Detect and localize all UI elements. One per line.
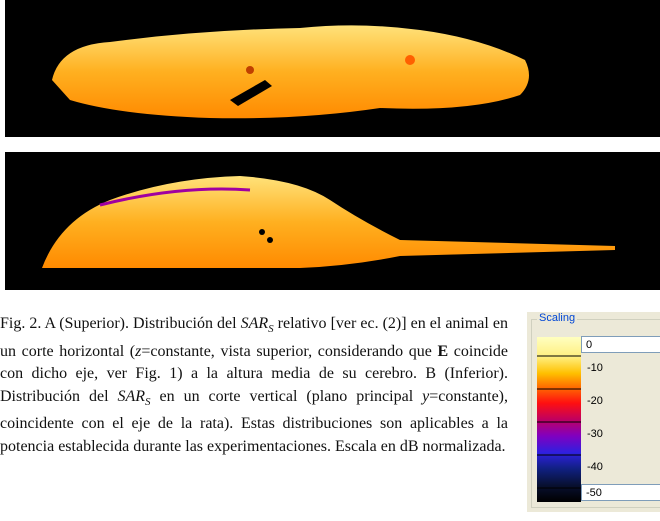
- input-max[interactable]: 0: [581, 336, 660, 353]
- page: Fig. 2. A (Superior). Distribución del S…: [0, 0, 660, 521]
- spot: [405, 55, 415, 65]
- scaling-panel: Scaling 0 -10 -20 -30 -40 -50: [527, 312, 660, 512]
- spot: [267, 237, 273, 243]
- caption: Fig. 2. A (Superior). Distribución del S…: [0, 313, 508, 458]
- input-min[interactable]: -50: [581, 484, 660, 501]
- caption-text: E: [437, 343, 448, 360]
- scale-label: -30: [587, 428, 603, 440]
- caption-text: =constante, vista superior, considerando…: [141, 343, 437, 360]
- scale-label: -10: [587, 362, 603, 374]
- caption-text: SAR: [241, 315, 269, 332]
- scale-label: -20: [587, 395, 603, 407]
- caption-text: SAR: [117, 388, 145, 405]
- spot: [246, 66, 254, 74]
- color-bar: [535, 337, 585, 507]
- caption-text: en un corte vertical (plano principal: [151, 388, 423, 405]
- scale-label: -40: [587, 461, 603, 473]
- caption-text: Fig. 2. A (Superior). Distribución del: [0, 315, 241, 332]
- figures: [0, 0, 660, 300]
- spot: [259, 229, 265, 235]
- group-title: Scaling: [537, 312, 577, 324]
- gradient: [537, 337, 581, 502]
